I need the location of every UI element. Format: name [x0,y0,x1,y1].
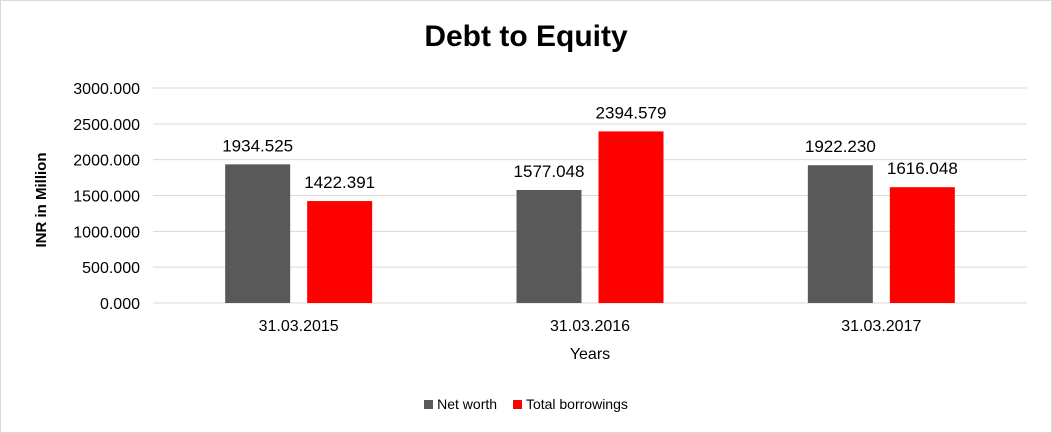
y-axis-ticks: 0.000 500.000 1000.000 1500.000 2000.000 2500… [73,81,140,313]
data-label: 1577.048 [514,162,585,181]
bar-total-borrowings [889,187,955,303]
data-label: 1922.230 [805,137,876,156]
chart-title: Debt to Equity [424,20,628,53]
y-axis-label: INR in Million [33,153,50,248]
x-axis-ticks: 31.03.2015 31.03.2016 31.03.2017 [259,318,922,335]
bars [225,131,955,303]
legend-swatch [424,400,434,409]
data-label: 2394.579 [596,103,667,122]
y-tick-label: 1000.000 [73,224,140,241]
y-tick-label: 3000.000 [73,81,140,98]
gridlines [153,87,1027,304]
y-tick-label: 0.000 [100,296,140,313]
bar-total-borrowings [307,201,373,303]
x-tick-label: 31.03.2016 [550,318,630,335]
bar-net-worth [807,165,873,303]
data-label: 1934.525 [222,136,293,155]
bar-net-worth [516,189,582,303]
legend-swatch [512,400,522,409]
y-tick-label: 1500.000 [73,189,140,206]
bar-total-borrowings [598,131,664,303]
legend-label: Total borrowings [525,396,628,412]
legend: Net worth Total borrowings [0,396,1052,412]
x-axis-label: Years [570,346,610,363]
y-tick-label: 500.000 [82,260,140,277]
x-tick-label: 31.03.2017 [841,318,921,335]
x-tick-label: 31.03.2015 [259,318,339,335]
y-tick-label: 2000.000 [73,153,140,170]
legend-label: Net worth [437,396,498,412]
data-label: 1616.048 [887,159,958,178]
y-tick-label: 2500.000 [73,117,140,134]
legend-item-net-worth: Net worth [424,396,497,412]
legend-item-total-borrowings: Total borrowings [512,396,628,412]
bar-net-worth [225,164,291,303]
data-label: 1422.391 [304,173,375,192]
data-labels: 1934.525 1422.391 1577.048 2394.579 1922.230… [222,103,958,192]
